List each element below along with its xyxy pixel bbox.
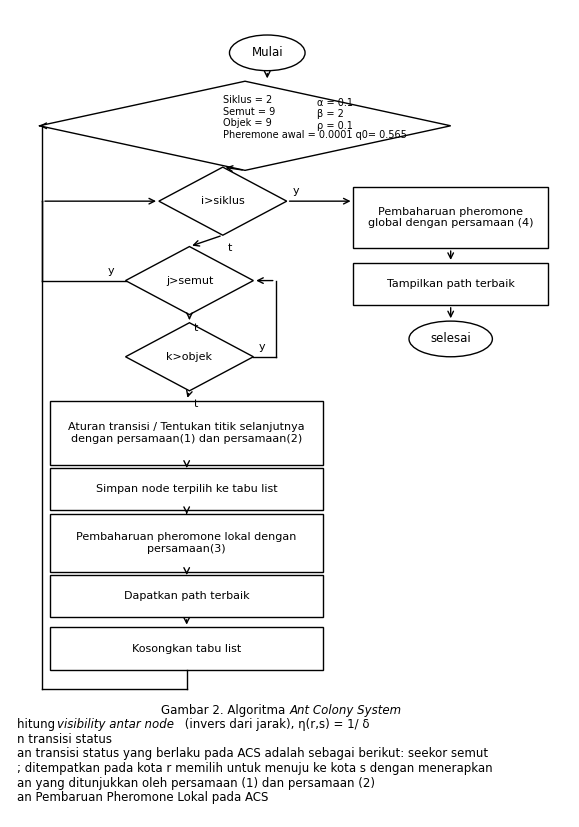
Bar: [50, 575, 323, 617]
Text: n transisi status: n transisi status: [17, 733, 112, 746]
Text: selesai: selesai: [430, 332, 471, 346]
Text: an transisi status yang berlaku pada ACS adalah sebagai berikut: seekor semut: an transisi status yang berlaku pada ACS…: [17, 748, 488, 760]
Text: an Pembaruan Pheromone Lokal pada ACS: an Pembaruan Pheromone Lokal pada ACS: [17, 791, 269, 804]
Text: Tampilkan path terbaik: Tampilkan path terbaik: [387, 279, 515, 289]
Text: Aturan transisi / Tentukan titik selanjutnya
dengan persamaan(1) dan persamaan(2: Aturan transisi / Tentukan titik selanju…: [68, 422, 305, 444]
Text: t: t: [227, 243, 232, 253]
Text: k>objek: k>objek: [166, 351, 212, 361]
Text: y: y: [259, 342, 266, 352]
Text: j>semut: j>semut: [166, 275, 213, 285]
Bar: [353, 187, 548, 248]
Text: Siklus = 2
Semut = 9
Objek = 9
Pheremone awal = 0.0001 q0= 0.565: Siklus = 2 Semut = 9 Objek = 9 Pheremone…: [223, 95, 406, 140]
Bar: [50, 400, 323, 466]
Text: i>siklus: i>siklus: [201, 196, 245, 206]
Text: Pembaharuan pheromone lokal dengan
persamaan(3): Pembaharuan pheromone lokal dengan persa…: [76, 533, 297, 554]
Text: Kosongkan tabu list: Kosongkan tabu list: [132, 643, 241, 653]
Text: α = 0.1
β = 2
ρ = 0.1: α = 0.1 β = 2 ρ = 0.1: [317, 98, 353, 131]
Text: an yang ditunjukkan oleh persamaan (1) dan persamaan (2): an yang ditunjukkan oleh persamaan (1) d…: [17, 777, 375, 790]
Text: (invers dari jarak), η(r,s) = 1/ δ: (invers dari jarak), η(r,s) = 1/ δ: [181, 718, 369, 731]
Text: Dapatkan path terbaik: Dapatkan path terbaik: [124, 590, 250, 601]
Text: ; ditempatkan pada kota r memilih untuk menuju ke kota s dengan menerapkan: ; ditempatkan pada kota r memilih untuk …: [17, 762, 493, 775]
Bar: [50, 514, 323, 572]
Text: t: t: [194, 399, 198, 409]
Bar: [353, 263, 548, 305]
Text: Simpan node terpilih ke tabu list: Simpan node terpilih ke tabu list: [96, 484, 277, 494]
Text: t: t: [194, 323, 198, 332]
Text: Gambar 2. Algoritma: Gambar 2. Algoritma: [162, 704, 290, 717]
Text: y: y: [292, 186, 299, 197]
Text: Pembaharuan pheromone
global dengan persamaan (4): Pembaharuan pheromone global dengan pers…: [368, 207, 533, 228]
Text: Mulai: Mulai: [251, 46, 283, 60]
Text: visibility antar node: visibility antar node: [57, 718, 174, 731]
Text: hitung: hitung: [17, 718, 59, 731]
Bar: [50, 628, 323, 670]
Text: y: y: [108, 265, 115, 276]
Bar: [50, 468, 323, 510]
Text: Ant Colony System: Ant Colony System: [290, 704, 402, 717]
